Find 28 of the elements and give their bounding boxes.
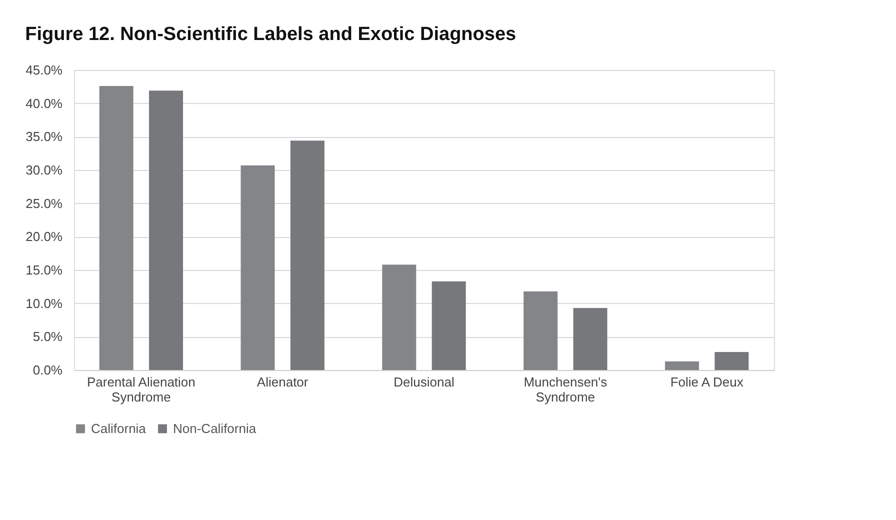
bar (664, 361, 699, 370)
bar (99, 86, 134, 370)
x-tick-label: Folie A Deux (670, 374, 744, 390)
bar (432, 281, 466, 370)
legend-label: California (91, 420, 147, 436)
legend-label: Non-California (173, 420, 257, 436)
bar (714, 352, 749, 370)
y-tick-label: 5.0% (32, 329, 63, 344)
y-tick-label: 40.0% (26, 96, 63, 111)
y-tick-label: 0.0% (32, 362, 63, 378)
y-tick-label: 20.0% (26, 229, 63, 244)
bar (290, 140, 324, 370)
y-tick-label: 35.0% (26, 129, 63, 144)
y-tick-label: 30.0% (26, 162, 63, 178)
bar (149, 90, 184, 370)
x-tick-label: Parental Alienation Syndrome (86, 374, 196, 404)
chart-title: Figure 12. Non-Scientific Labels and Exotic Diagnoses (25, 24, 516, 45)
x-tick-label: Delusional (394, 374, 454, 390)
y-tick-label: 15.0% (26, 262, 63, 278)
y-tick-label: 25.0% (26, 196, 63, 211)
x-tick-label: Munchensen's Syndrome (524, 374, 608, 404)
x-tick-label: Alienator (256, 374, 309, 390)
bar (524, 291, 558, 370)
y-tick-label: 10.0% (26, 296, 63, 311)
bar (573, 308, 608, 370)
y-tick-label: 45.0% (26, 62, 63, 78)
bar (240, 165, 275, 370)
bar (382, 264, 416, 370)
